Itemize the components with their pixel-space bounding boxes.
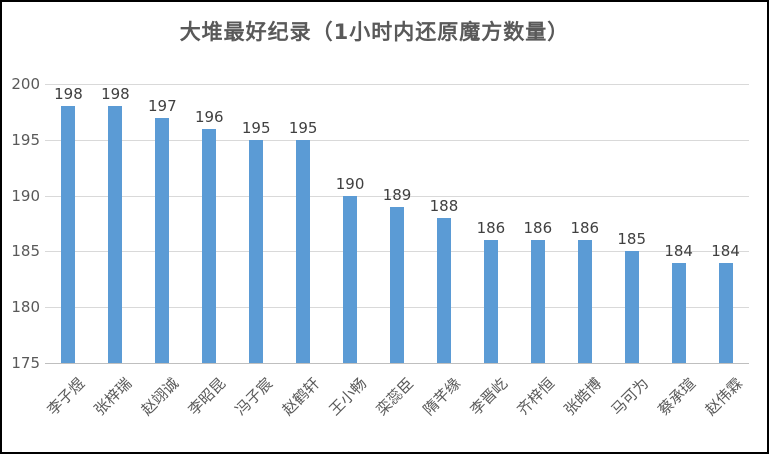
x-axis-label: 赵伟霖 <box>701 374 746 419</box>
bar <box>202 128 217 363</box>
y-axis-tick-label: 200 <box>11 75 40 93</box>
x-axis-label: 蔡承瑄 <box>654 374 699 419</box>
x-axis-label: 李子煜 <box>44 374 89 419</box>
bar-column: 195 <box>280 84 327 363</box>
bar <box>296 139 311 363</box>
gridline <box>45 196 749 197</box>
bar-value-label: 186 <box>476 219 506 238</box>
bar <box>436 217 451 363</box>
bar-column: 196 <box>186 84 233 363</box>
y-axis-tick-label: 190 <box>11 187 40 205</box>
x-axis-label: 赵鹤轩 <box>278 374 324 419</box>
y-axis: 200 195 190 185 180 175 <box>2 76 40 371</box>
bar-value-label: 184 <box>664 241 693 260</box>
bar-value-label: 198 <box>101 85 130 104</box>
bar-value-label: 189 <box>382 185 412 204</box>
x-axis-label: 齐梓恒 <box>513 374 558 419</box>
bar-column: 184 <box>702 84 749 363</box>
x-axis-line <box>45 363 749 364</box>
y-axis-tick-label: 175 <box>11 354 40 372</box>
y-axis-tick-label: 185 <box>11 242 40 260</box>
bar-column: 190 <box>327 84 374 363</box>
bar <box>155 117 170 363</box>
bar-value-label: 186 <box>523 219 553 238</box>
bar-column: 195 <box>233 84 280 363</box>
bar-value-label: 197 <box>148 96 177 115</box>
bar-column: 186 <box>467 84 514 363</box>
bars-layer: 198 198 197 196 195 195 190 189 188 186 186 186 185 1… <box>45 84 749 363</box>
x-axis-label: 张梓瑞 <box>90 374 136 419</box>
x-axis-label: 冯子宸 <box>231 374 277 419</box>
bar <box>249 139 264 363</box>
bar-column: 184 <box>655 84 702 363</box>
x-axis-label: 张皓博 <box>560 374 605 419</box>
bar-value-label: 195 <box>241 118 271 137</box>
bar-column: 186 <box>514 84 561 363</box>
bar <box>390 206 405 363</box>
bar <box>483 240 498 363</box>
bar-value-label: 198 <box>54 85 83 104</box>
bar-value-label: 196 <box>194 107 224 126</box>
bar <box>718 262 733 363</box>
bar-value-label: 190 <box>335 174 365 193</box>
gridline <box>45 140 749 141</box>
x-axis-label: 李昭昆 <box>184 374 230 419</box>
x-axis-label: 王小畅 <box>325 374 371 419</box>
chart-title: 大堆最好纪录（1小时内还原魔方数量） <box>179 20 570 44</box>
bar <box>624 251 639 363</box>
bar <box>343 195 358 363</box>
x-axis-label: 栾蕊臣 <box>372 374 418 419</box>
y-axis-tick-label: 195 <box>11 131 40 149</box>
x-axis-label: 马可为 <box>607 374 652 419</box>
bar-value-label: 184 <box>711 241 740 260</box>
bar-column: 198 <box>92 84 139 363</box>
bar <box>671 262 686 363</box>
bar <box>108 106 123 363</box>
gridline <box>45 84 749 85</box>
x-axis-label: 隋芊缘 <box>419 374 465 419</box>
bar <box>530 240 545 363</box>
y-axis-tick-label: 180 <box>11 298 40 316</box>
x-axis-label: 李晋屹 <box>466 374 512 419</box>
bar-column: 197 <box>139 84 186 363</box>
bar-value-label: 188 <box>429 196 459 215</box>
x-axis: 李子煜 张梓瑞 赵翊诚 李昭昆 冯子宸 赵鹤轩 王小畅 栾蕊臣 隋芊缘 李晋屹 齐梓恒 张皓博 马可为蔡… <box>44 363 749 452</box>
bar-column: 189 <box>374 84 421 363</box>
x-axis-label: 赵翊诚 <box>137 374 183 419</box>
bar-value-label: 185 <box>617 230 647 249</box>
bar <box>577 240 592 363</box>
bar-value-label: 186 <box>570 219 600 238</box>
bar <box>61 106 76 363</box>
bar-column: 185 <box>608 84 655 363</box>
bar-value-label: 195 <box>288 118 318 137</box>
bar-column: 186 <box>561 84 608 363</box>
bar-column: 198 <box>45 84 92 363</box>
bar-column: 188 <box>421 84 468 363</box>
